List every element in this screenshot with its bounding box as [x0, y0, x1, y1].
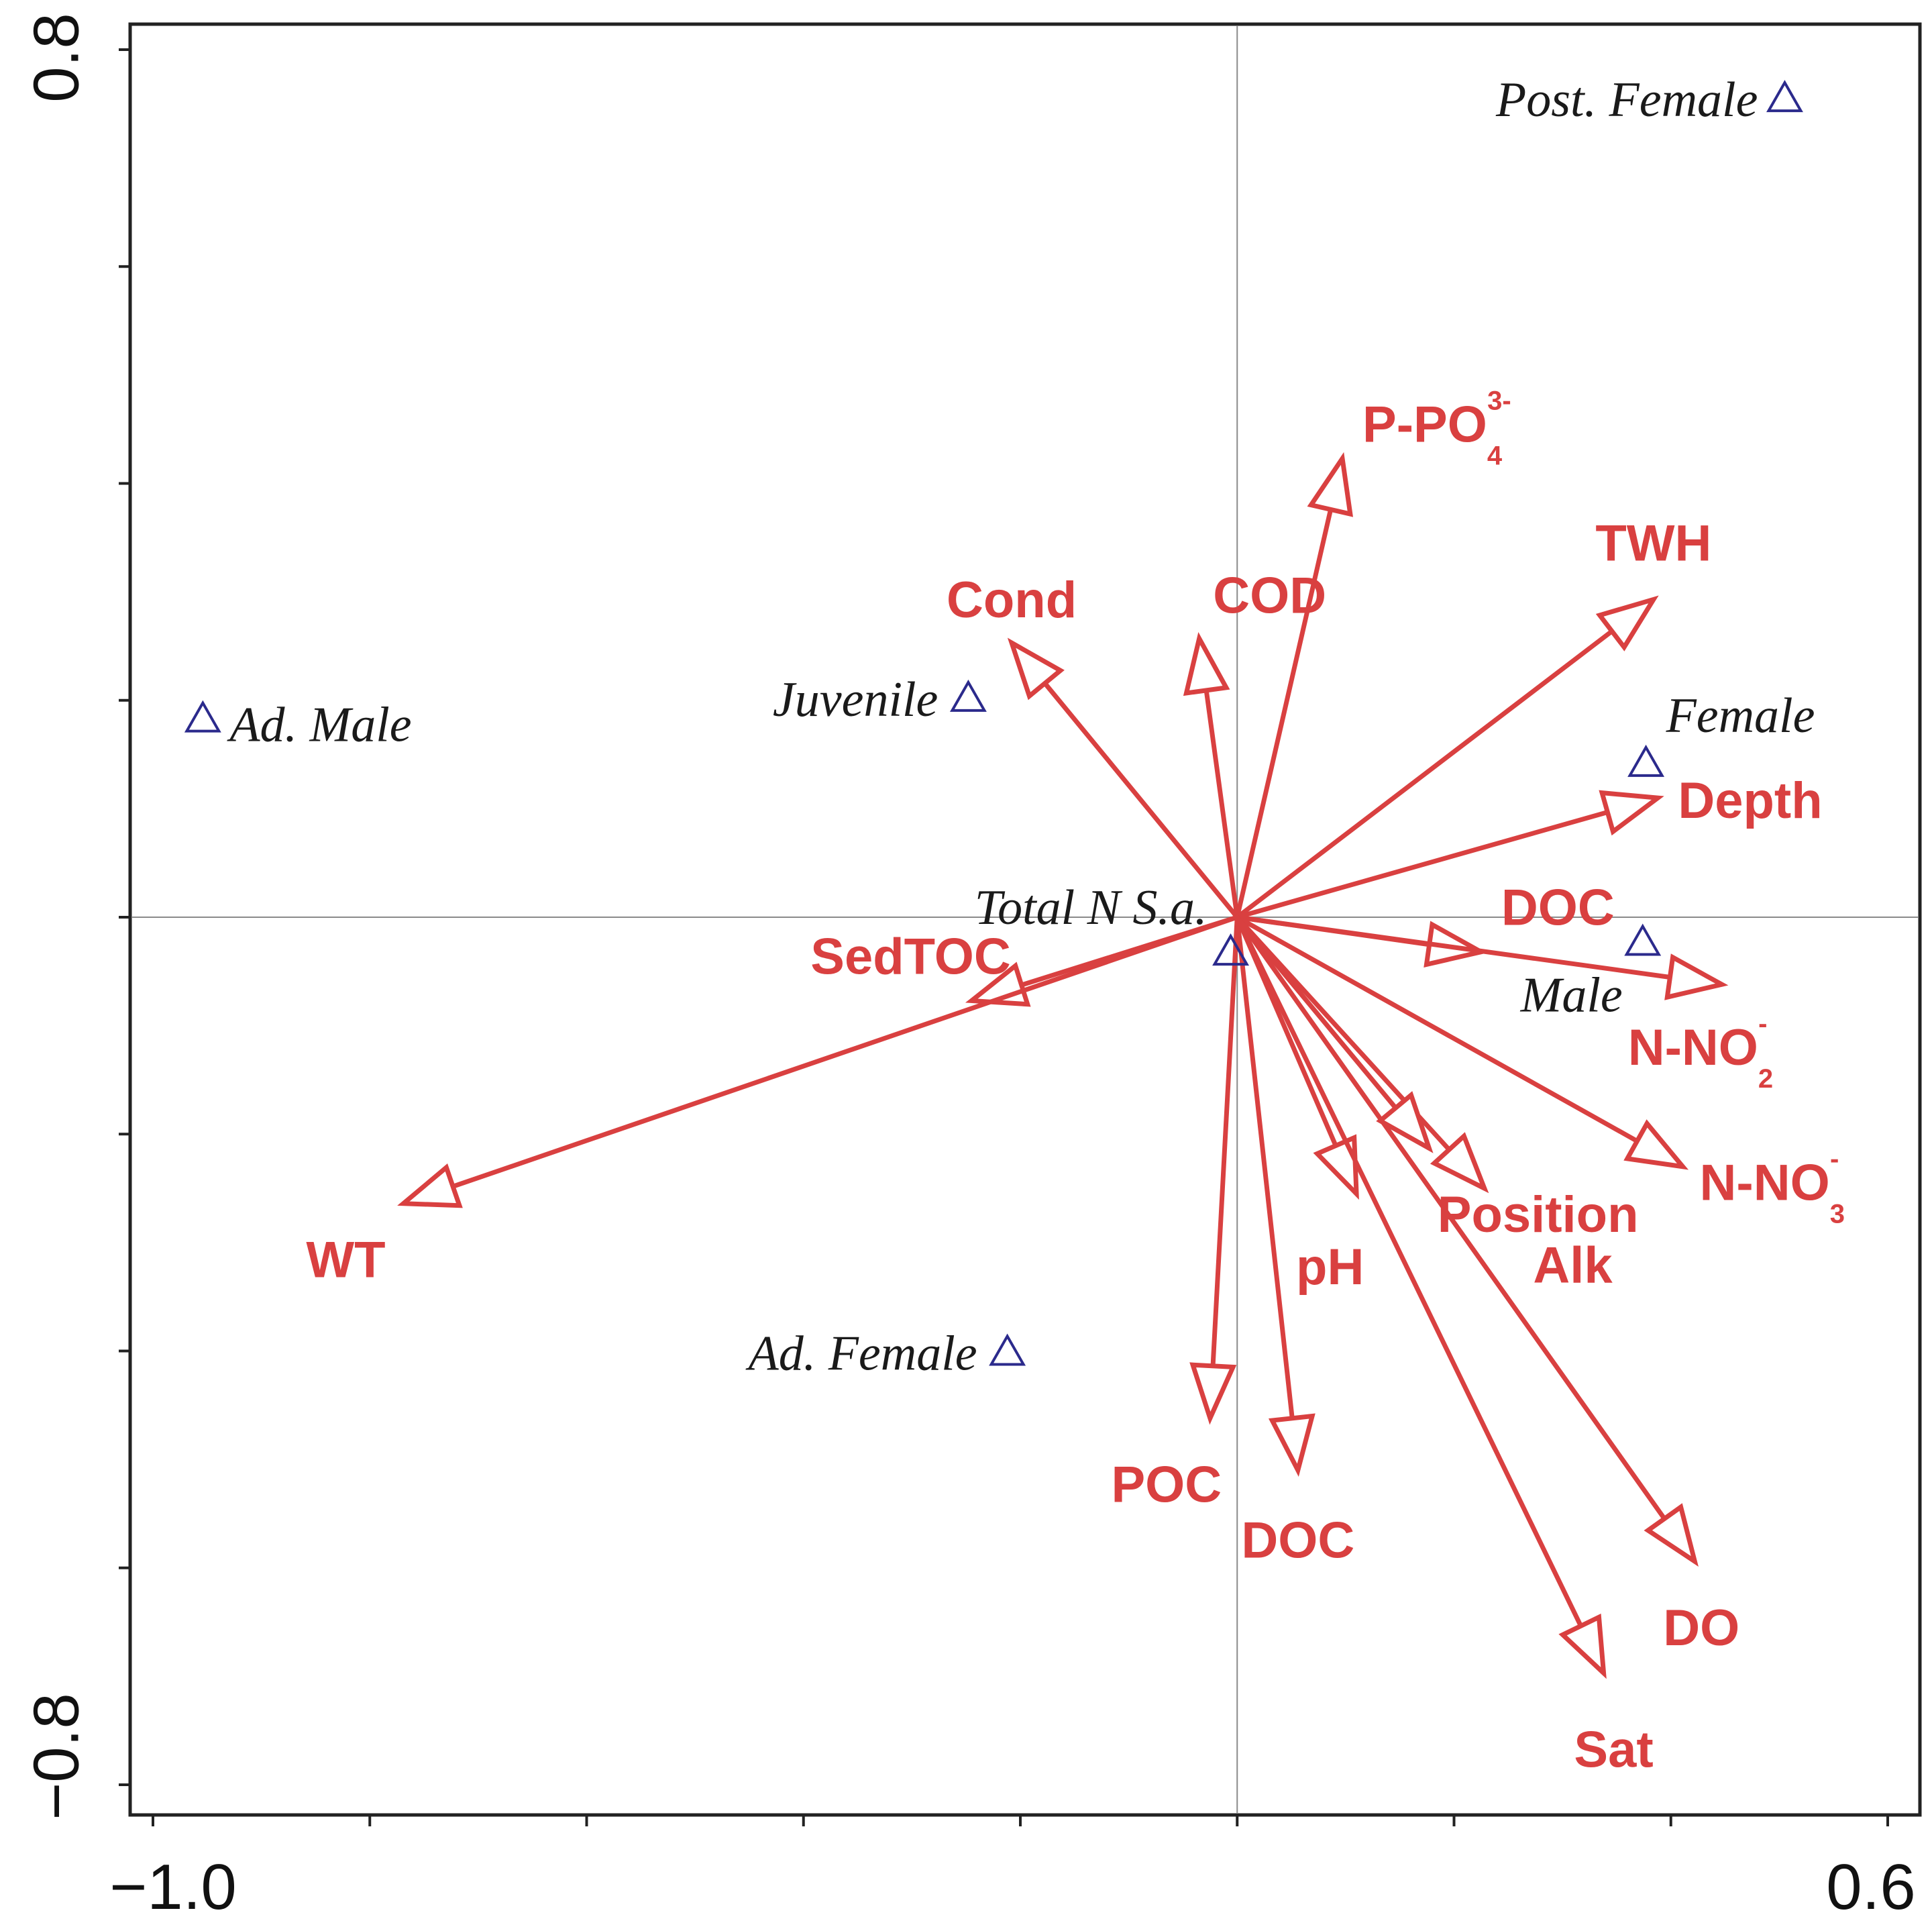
vector-label: Alk: [1533, 1237, 1613, 1294]
vector-label-text: DO: [1663, 1600, 1739, 1657]
species-point: [1766, 80, 1803, 113]
vector-arrowhead: [1644, 1503, 1699, 1567]
species-point: [1624, 923, 1662, 956]
species-label: Juvenile: [773, 672, 938, 727]
vector-arrowhead: [1307, 452, 1354, 517]
species-point: [184, 700, 221, 733]
vector-label-text: Sat: [1574, 1722, 1653, 1779]
species-label: Female: [1666, 688, 1815, 743]
species-point: [989, 1333, 1026, 1366]
vector-label: DO: [1663, 1600, 1739, 1657]
y-tick-label-max: 0.8: [21, 13, 93, 102]
species-labels: Post. Female Ad. Male Juvenile Female Male To…: [226, 72, 1815, 1381]
vector-label-text: N-NO: [1628, 1019, 1758, 1076]
vector-label: pH: [1296, 1239, 1364, 1296]
vector-arrowhead: [1183, 631, 1230, 696]
vector-arrowhead: [1189, 1362, 1237, 1425]
vector-label-text: WT: [306, 1232, 385, 1289]
vector-label-text: Cond: [947, 572, 1077, 629]
vector-label: SedTOC: [810, 928, 1010, 985]
vector-label: Depth: [1678, 772, 1822, 829]
vector-arrowhead: [1558, 1613, 1607, 1679]
species-label: Total N S.a.: [975, 880, 1208, 935]
vector-line: [1234, 629, 1615, 920]
vector-label: POC: [1111, 1457, 1222, 1514]
vector-label-superscript: 3-: [1487, 386, 1511, 415]
species-label: Ad. Female: [745, 1326, 977, 1382]
vector-label: Sat: [1574, 1722, 1653, 1779]
vector-line: [1210, 915, 1240, 1369]
vector-label: DOC: [1241, 1512, 1354, 1569]
plot-frame: [128, 22, 1922, 1817]
vector-line: [1234, 915, 1640, 1144]
vector-label-subscript: 3: [1830, 1200, 1845, 1229]
vector-label-text: TWH: [1595, 515, 1711, 572]
vector-arrowhead: [1664, 953, 1729, 1000]
vector-label: P-PO4 3-: [1362, 386, 1511, 470]
species-points: [184, 80, 1803, 1366]
axis-tick-labels: −1.0 0.6 0.8 −0.8: [21, 13, 1916, 1923]
vector-label-text: POC: [1111, 1457, 1222, 1514]
vector-label-text: Alk: [1533, 1237, 1613, 1294]
vector-label-subscript: 4: [1487, 441, 1503, 470]
vector-label-text: P-PO: [1362, 396, 1487, 453]
species-point: [1212, 933, 1249, 966]
vector-label: N-NO2 -: [1628, 1009, 1773, 1094]
vector-label-text: N-NO: [1700, 1155, 1830, 1212]
y-tick-label-min: −0.8: [21, 1693, 93, 1820]
vector-line: [1234, 915, 1672, 980]
species-label: Post. Female: [1495, 72, 1758, 127]
vector-line: [1234, 915, 1295, 1421]
vector-label-text: pH: [1296, 1239, 1364, 1296]
vector-arrowhead: [1007, 637, 1065, 700]
vector-label: WT: [306, 1232, 385, 1289]
vector-label-text: Depth: [1678, 772, 1822, 829]
vector-arrowhead: [1623, 1119, 1689, 1170]
vector-line: [1042, 680, 1240, 920]
vector-label: N-NO3 -: [1700, 1145, 1845, 1229]
vector-arrowhead: [1268, 1413, 1316, 1477]
vector-label-text: DOC: [1501, 880, 1615, 937]
species-point: [949, 679, 987, 712]
vector-arrowhead: [397, 1163, 463, 1208]
species-label: Ad. Male: [226, 698, 411, 753]
vector-label: DOC: [1501, 880, 1615, 937]
vector-label-superscript: -: [1758, 1009, 1767, 1039]
vector-label-text: COD: [1213, 568, 1326, 625]
vector-line: [1234, 507, 1334, 920]
vector-label-text: SedTOC: [810, 928, 1010, 985]
vector-label-text: Position: [1438, 1186, 1639, 1243]
vector-line: [1234, 915, 1667, 1521]
vector-line: [1234, 809, 1610, 920]
vector-label-text: DOC: [1241, 1512, 1354, 1569]
axis-ticks: [119, 48, 1889, 1826]
vector-label: TWH: [1595, 515, 1711, 572]
vector-line: [1234, 915, 1398, 1110]
vector-label-superscript: -: [1830, 1145, 1839, 1174]
vector-line: [450, 915, 1240, 1189]
vector-label: Position: [1438, 1186, 1639, 1243]
vector-label-subscript: 2: [1758, 1064, 1773, 1094]
vector-line: [1234, 915, 1584, 1628]
vector-label: Cond: [947, 572, 1077, 629]
x-tick-label-min: −1.0: [109, 1851, 237, 1923]
vector-line: [1203, 688, 1240, 920]
vector-arrowhead: [1599, 790, 1664, 836]
species-label: Male: [1520, 968, 1623, 1023]
x-tick-label-max: 0.6: [1826, 1851, 1915, 1923]
vector-arrowhead: [1595, 595, 1659, 652]
vector-label: COD: [1213, 568, 1326, 625]
vector-arrowhead: [1376, 1091, 1434, 1153]
vector-arrowhead: [1430, 1132, 1489, 1194]
environmental-vectors: [397, 452, 1729, 1679]
species-point: [1627, 744, 1665, 777]
